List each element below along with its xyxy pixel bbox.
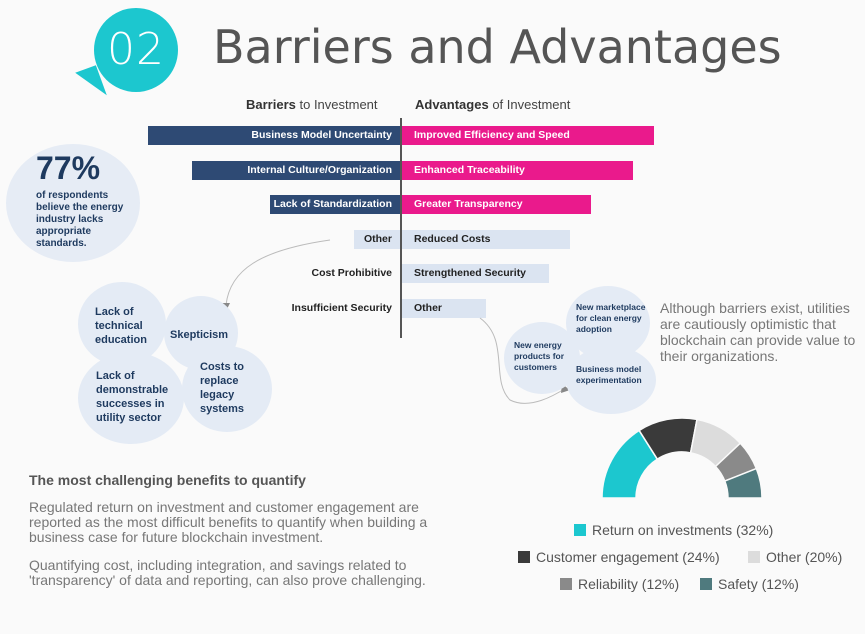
legend-swatch-reliability [560, 578, 572, 590]
advantage-bar-5: Other [402, 298, 486, 318]
side-note: Although barriers exist, utilities are c… [660, 300, 856, 364]
stat-circle [6, 144, 140, 262]
semi-donut-chart [601, 417, 763, 499]
advantage-bar-3: Reduced Costs [402, 229, 570, 249]
barrier-bar-4: Cost Prohibitive [311, 267, 392, 279]
section-heading: The most challenging benefits to quantif… [29, 472, 306, 488]
bubble-label-energy-products: New energy products for customers [514, 340, 565, 372]
stat-text: of respondents believe the energy indust… [36, 190, 124, 249]
bubble-demonstrable-successes [78, 352, 184, 444]
advantage-bar-0: Improved Efficiency and Speed [402, 126, 654, 145]
legend-item-reliability: Reliability (12%) [560, 576, 679, 592]
bubble-label-legacy-costs: Costs to replace legacy systems [200, 361, 245, 415]
advantage-bar-2: Greater Transparency [402, 195, 591, 214]
barrier-bar-3: Other [354, 229, 400, 249]
legend-item-safety: Safety (12%) [700, 576, 799, 592]
legend-swatch-roi [574, 524, 586, 536]
stat-value: 77% [36, 150, 101, 186]
barriers-header: Barriers to Investment [246, 97, 378, 112]
bubble-label-technical-education: Lack of technical education [95, 306, 147, 346]
bubble-business-model [566, 346, 656, 414]
section-paragraph-1: Regulated return on investment and custo… [29, 499, 428, 545]
bubble-label-marketplace: New marketplace for clean energy adoptio… [576, 302, 646, 334]
chart-divider [400, 118, 402, 338]
bubble-label-demonstrable-successes: Lack of demonstrable successes in utilit… [96, 370, 169, 424]
legend-item-customer: Customer engagement (24%) [518, 549, 720, 565]
donut-slice-4 [723, 467, 763, 499]
section-number-badge: 02 [75, 8, 184, 103]
legend-swatch-customer [518, 551, 530, 563]
bubble-label-business-model: Business model experimentation [576, 364, 642, 385]
barrier-bar-0: Business Model Uncertainty [148, 126, 400, 145]
advantage-bar-1: Enhanced Traceability [402, 160, 633, 180]
legend-item-roi: Return on investments (32%) [574, 522, 773, 538]
legend-item-other: Other (20%) [748, 549, 842, 565]
bubble-legacy-costs [182, 346, 272, 432]
barrier-bar-1: Internal Culture/Organization [192, 160, 400, 180]
section-paragraph-2: Quantifying cost, including integration,… [29, 557, 426, 588]
legend-swatch-safety [700, 578, 712, 590]
legend-swatch-other [748, 551, 760, 563]
advantages-header: Advantages of Investment [415, 97, 571, 112]
barrier-bar-2: Lack of Standardization [270, 195, 400, 214]
section-number: 02 [107, 24, 165, 75]
barrier-bar-5: Insufficient Security [291, 301, 392, 314]
page-title: Barriers and Advantages [213, 20, 782, 74]
advantage-bar-4: Strengthened Security [402, 264, 549, 283]
bubble-label-skepticism: Skepticism [170, 329, 229, 341]
